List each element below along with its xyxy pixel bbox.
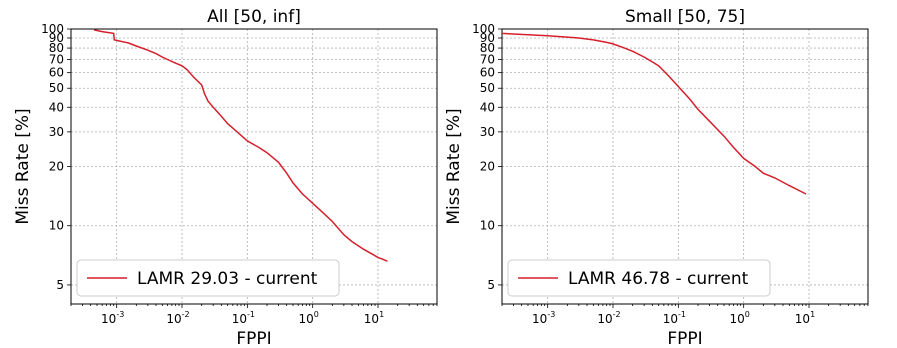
x-tick-label: 100	[729, 310, 749, 326]
x-tick-exponent: -3	[547, 310, 555, 319]
x-axis-label: FPPI	[667, 329, 702, 348]
plot-frame	[70, 28, 438, 305]
y-tick-label: 100	[472, 22, 495, 36]
legend-label: LAMR 29.03 - current	[137, 269, 318, 289]
x-tick-base: 10	[663, 312, 678, 326]
legend-box	[76, 259, 340, 297]
y-tick-label: 10	[49, 219, 64, 233]
y-tick-label: 10	[480, 219, 495, 233]
x-axis-label: FPPI	[236, 329, 271, 348]
y-tick-label: 90	[49, 31, 64, 45]
y-tick-label: 30	[480, 125, 495, 139]
x-tick-label: 10-1	[663, 310, 686, 326]
x-tick-exponent: 1	[379, 310, 384, 319]
x-tick-exponent: 1	[810, 310, 815, 319]
x-tick-exponent: -1	[247, 310, 255, 319]
y-tick-label: 80	[480, 41, 495, 55]
x-tick-exponent: -2	[182, 310, 190, 319]
series-line	[93, 29, 388, 262]
y-tick-label: 60	[480, 66, 495, 80]
legend-box	[507, 259, 771, 297]
x-tick-base: 10	[729, 312, 744, 326]
x-tick-label: 101	[364, 310, 384, 326]
x-tick-base: 10	[364, 312, 379, 326]
y-tick-label: 5	[56, 278, 64, 292]
x-tick-label: 10-3	[101, 310, 124, 326]
plot-frame	[501, 28, 869, 305]
x-tick-exponent: 0	[314, 310, 319, 319]
x-tick-base: 10	[532, 312, 547, 326]
y-tick-label: 50	[49, 81, 64, 95]
y-axis-label: Miss Rate [%]	[13, 108, 33, 224]
y-tick-label: 40	[49, 100, 64, 114]
y-tick-label: 80	[49, 41, 64, 55]
legend: LAMR 46.78 - current	[507, 259, 771, 297]
y-tick-label: 5	[487, 278, 495, 292]
x-tick-exponent: -3	[116, 310, 124, 319]
x-tick-label: 10-2	[166, 310, 189, 326]
legend: LAMR 29.03 - current	[76, 259, 340, 297]
x-tick-base: 10	[298, 312, 313, 326]
y-tick-label: 70	[49, 52, 64, 66]
y-tick-label: 70	[480, 52, 495, 66]
y-tick-label: 30	[49, 125, 64, 139]
y-tick-label: 60	[49, 66, 64, 80]
x-tick-base: 10	[101, 312, 116, 326]
x-tick-label: 101	[795, 310, 815, 326]
x-tick-base: 10	[795, 312, 810, 326]
x-tick-base: 10	[166, 312, 181, 326]
x-tick-exponent: -2	[613, 310, 621, 319]
x-tick-label: 100	[298, 310, 318, 326]
y-axis-label: Miss Rate [%]	[444, 108, 464, 224]
chart-title: All [50, inf]	[207, 7, 301, 27]
chart-title: Small [50, 75]	[625, 7, 745, 27]
y-tick-label: 40	[480, 100, 495, 114]
x-tick-base: 10	[597, 312, 612, 326]
y-tick-label: 20	[480, 160, 495, 174]
legend-label: LAMR 46.78 - current	[568, 269, 749, 289]
x-tick-base: 10	[232, 312, 247, 326]
y-tick-label: 20	[49, 160, 64, 174]
x-tick-label: 10-2	[597, 310, 620, 326]
x-tick-exponent: -1	[678, 310, 686, 319]
series-line	[501, 32, 807, 195]
y-tick-label: 100	[41, 22, 64, 36]
y-tick-label: 50	[480, 81, 495, 95]
x-tick-label: 10-1	[232, 310, 255, 326]
x-tick-label: 10-3	[532, 310, 555, 326]
y-tick-label: 90	[480, 31, 495, 45]
x-tick-exponent: 0	[745, 310, 750, 319]
